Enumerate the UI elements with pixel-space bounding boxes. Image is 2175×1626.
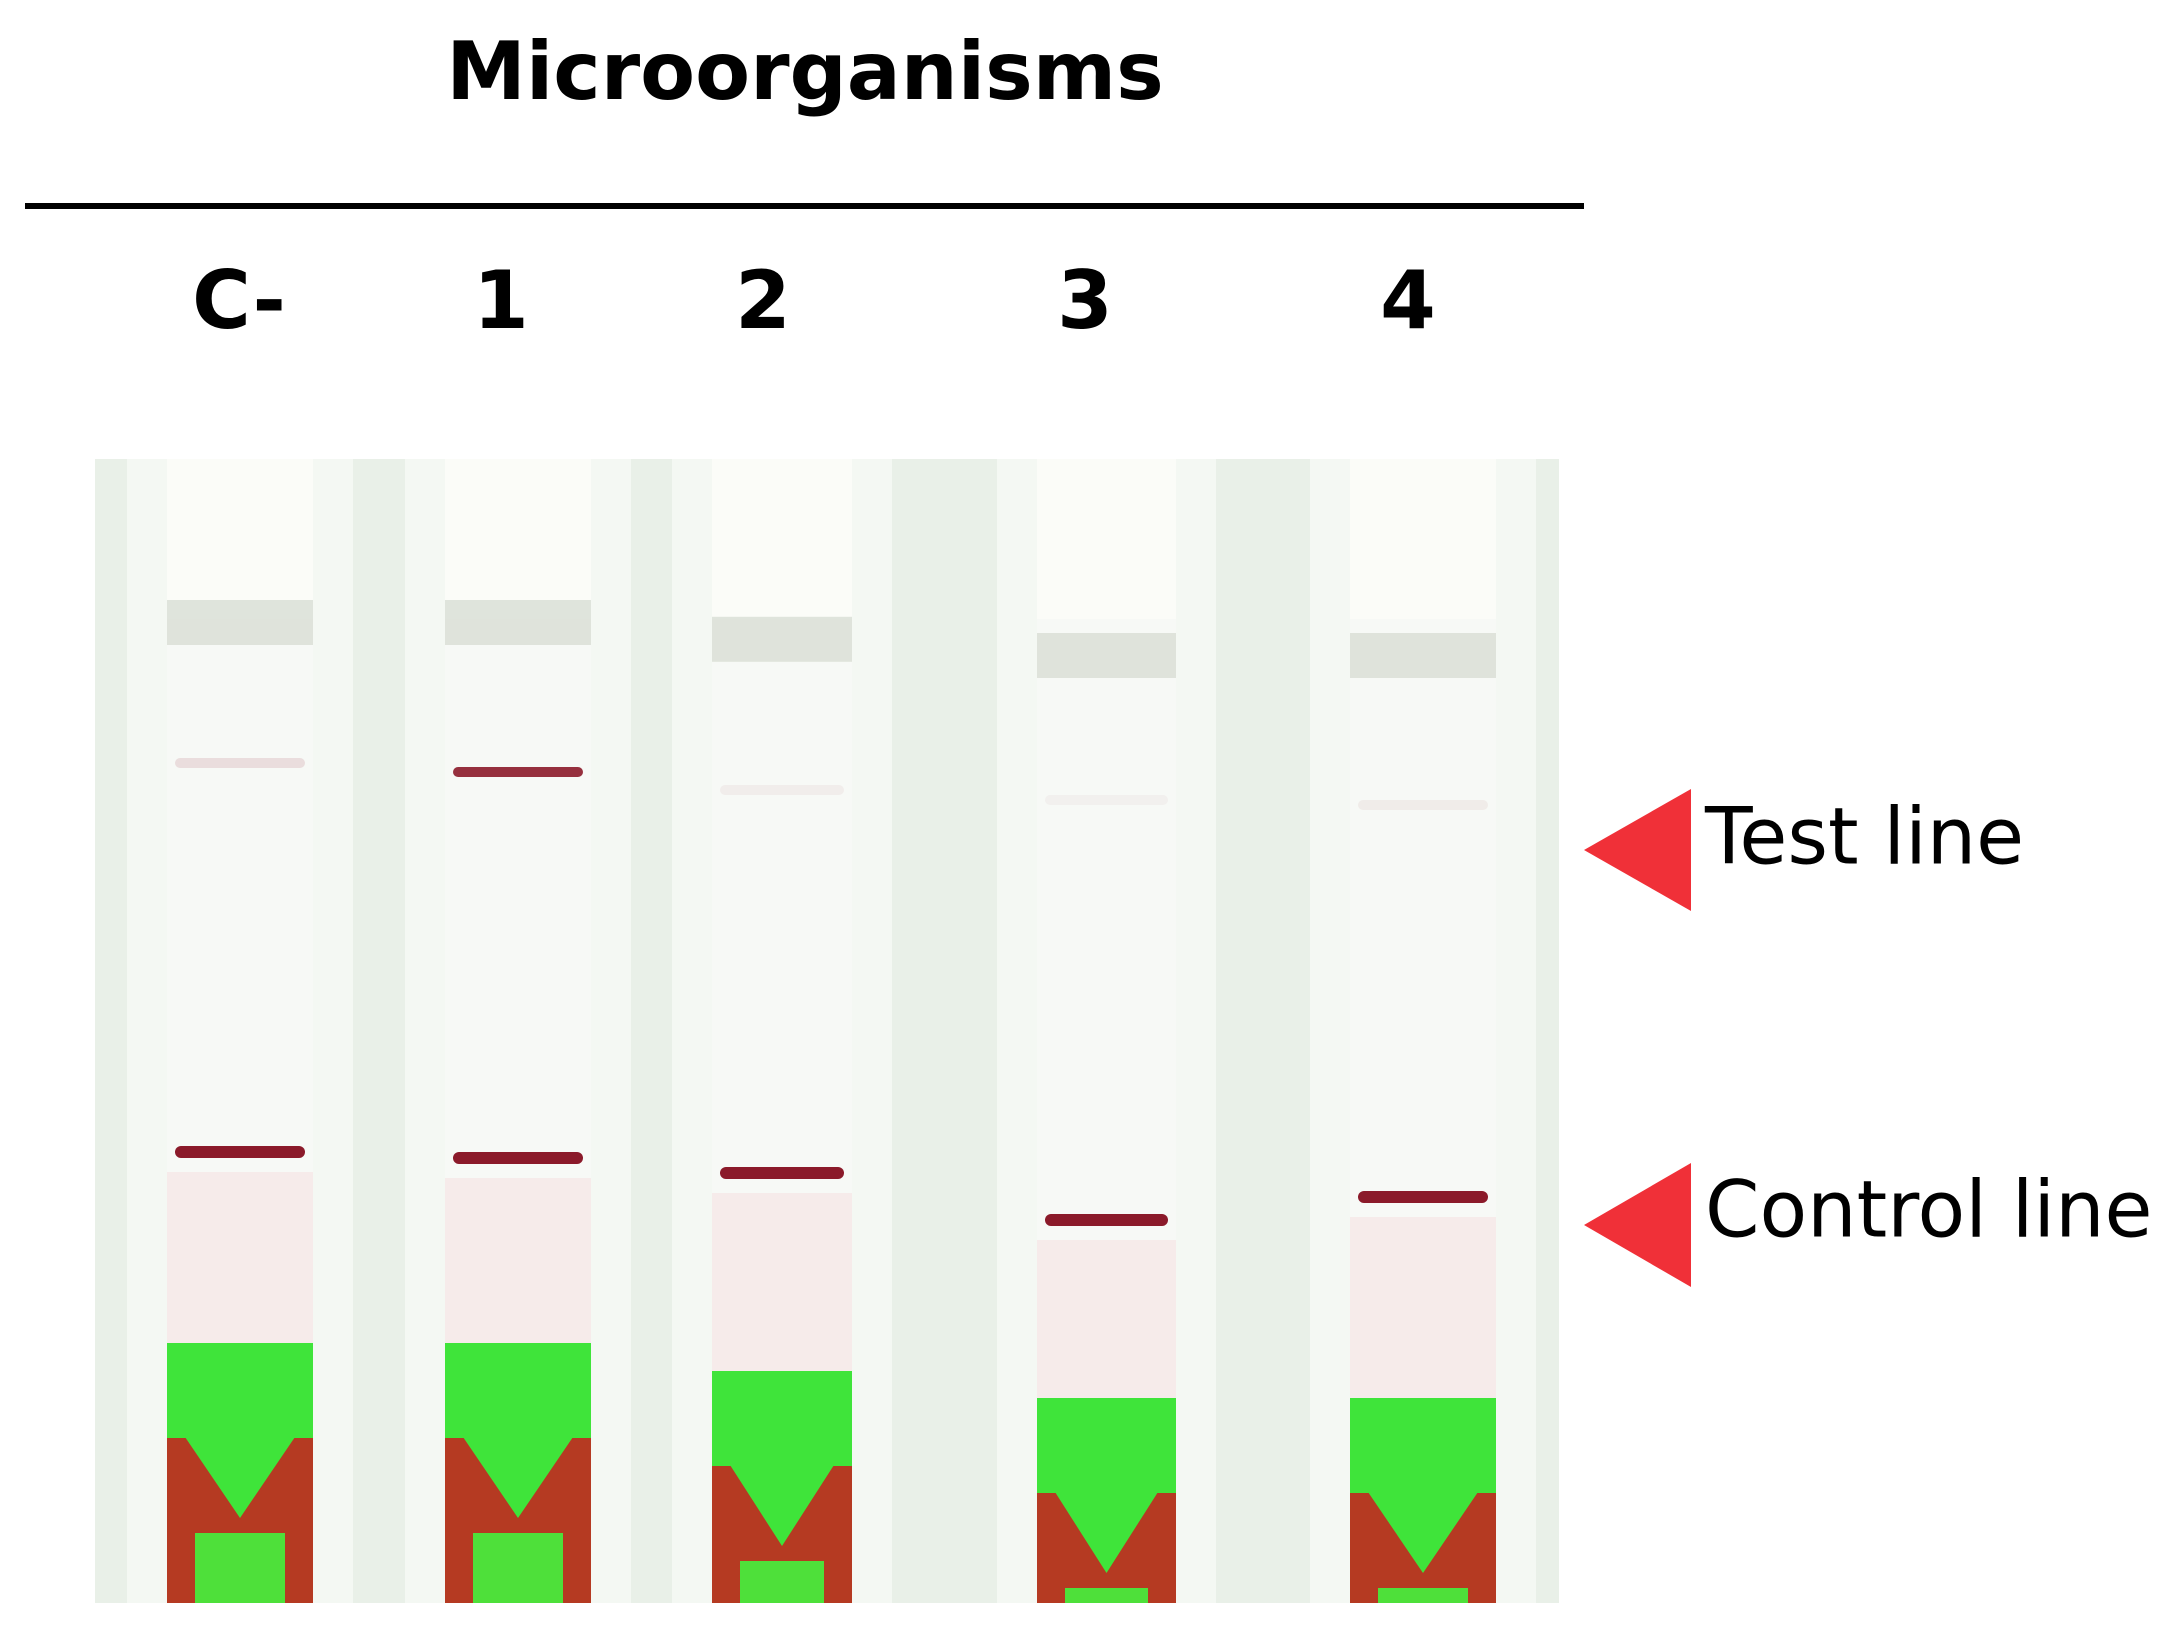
sample-pad: [445, 459, 591, 619]
green-window: [740, 1561, 824, 1603]
green-notch: [1368, 1492, 1478, 1573]
lane-label: 1: [473, 254, 529, 347]
green-window: [473, 1533, 563, 1603]
test-line-label: Test line: [1704, 792, 2024, 882]
control-line: [1045, 1214, 1168, 1226]
test-line: [175, 758, 305, 768]
sample-pad: [712, 459, 852, 619]
lane-label: 2: [735, 254, 791, 347]
test-line: [1045, 795, 1168, 805]
green-window: [1378, 1588, 1468, 1603]
pink-zone: [712, 1193, 852, 1371]
control-line: [720, 1167, 844, 1179]
strip-photo: [95, 459, 1559, 1603]
test-line: [453, 767, 583, 777]
test-line-arrow: [1584, 789, 1691, 911]
pad-edge: [1350, 633, 1496, 678]
pad-edge: [1037, 633, 1176, 678]
green-window: [1065, 1588, 1148, 1603]
control-line: [175, 1146, 305, 1158]
sample-pad: [1350, 459, 1496, 619]
control-line-arrow: [1584, 1163, 1691, 1287]
pad-edge: [712, 616, 852, 662]
pink-zone: [167, 1172, 313, 1343]
green-window: [195, 1533, 285, 1603]
pink-zone: [1037, 1240, 1176, 1398]
control-line: [453, 1152, 583, 1164]
sample-pad: [1037, 459, 1176, 619]
green-notch: [1055, 1492, 1158, 1573]
lane-label: 3: [1057, 254, 1113, 347]
test-line: [1358, 800, 1488, 810]
control-line: [1358, 1191, 1488, 1203]
pad-edge: [167, 600, 313, 645]
pink-zone: [1350, 1217, 1496, 1398]
control-line-label: Control line: [1705, 1165, 2153, 1255]
green-notch: [730, 1465, 834, 1546]
pad-edge: [445, 600, 591, 645]
green-notch: [463, 1437, 573, 1518]
lane-label: 4: [1380, 254, 1436, 347]
test-line: [720, 785, 844, 795]
figure-title: Microorganisms: [446, 25, 1164, 118]
sample-pad: [167, 459, 313, 619]
lane-label: C-: [192, 254, 286, 347]
pink-zone: [445, 1178, 591, 1343]
green-notch: [185, 1437, 295, 1518]
